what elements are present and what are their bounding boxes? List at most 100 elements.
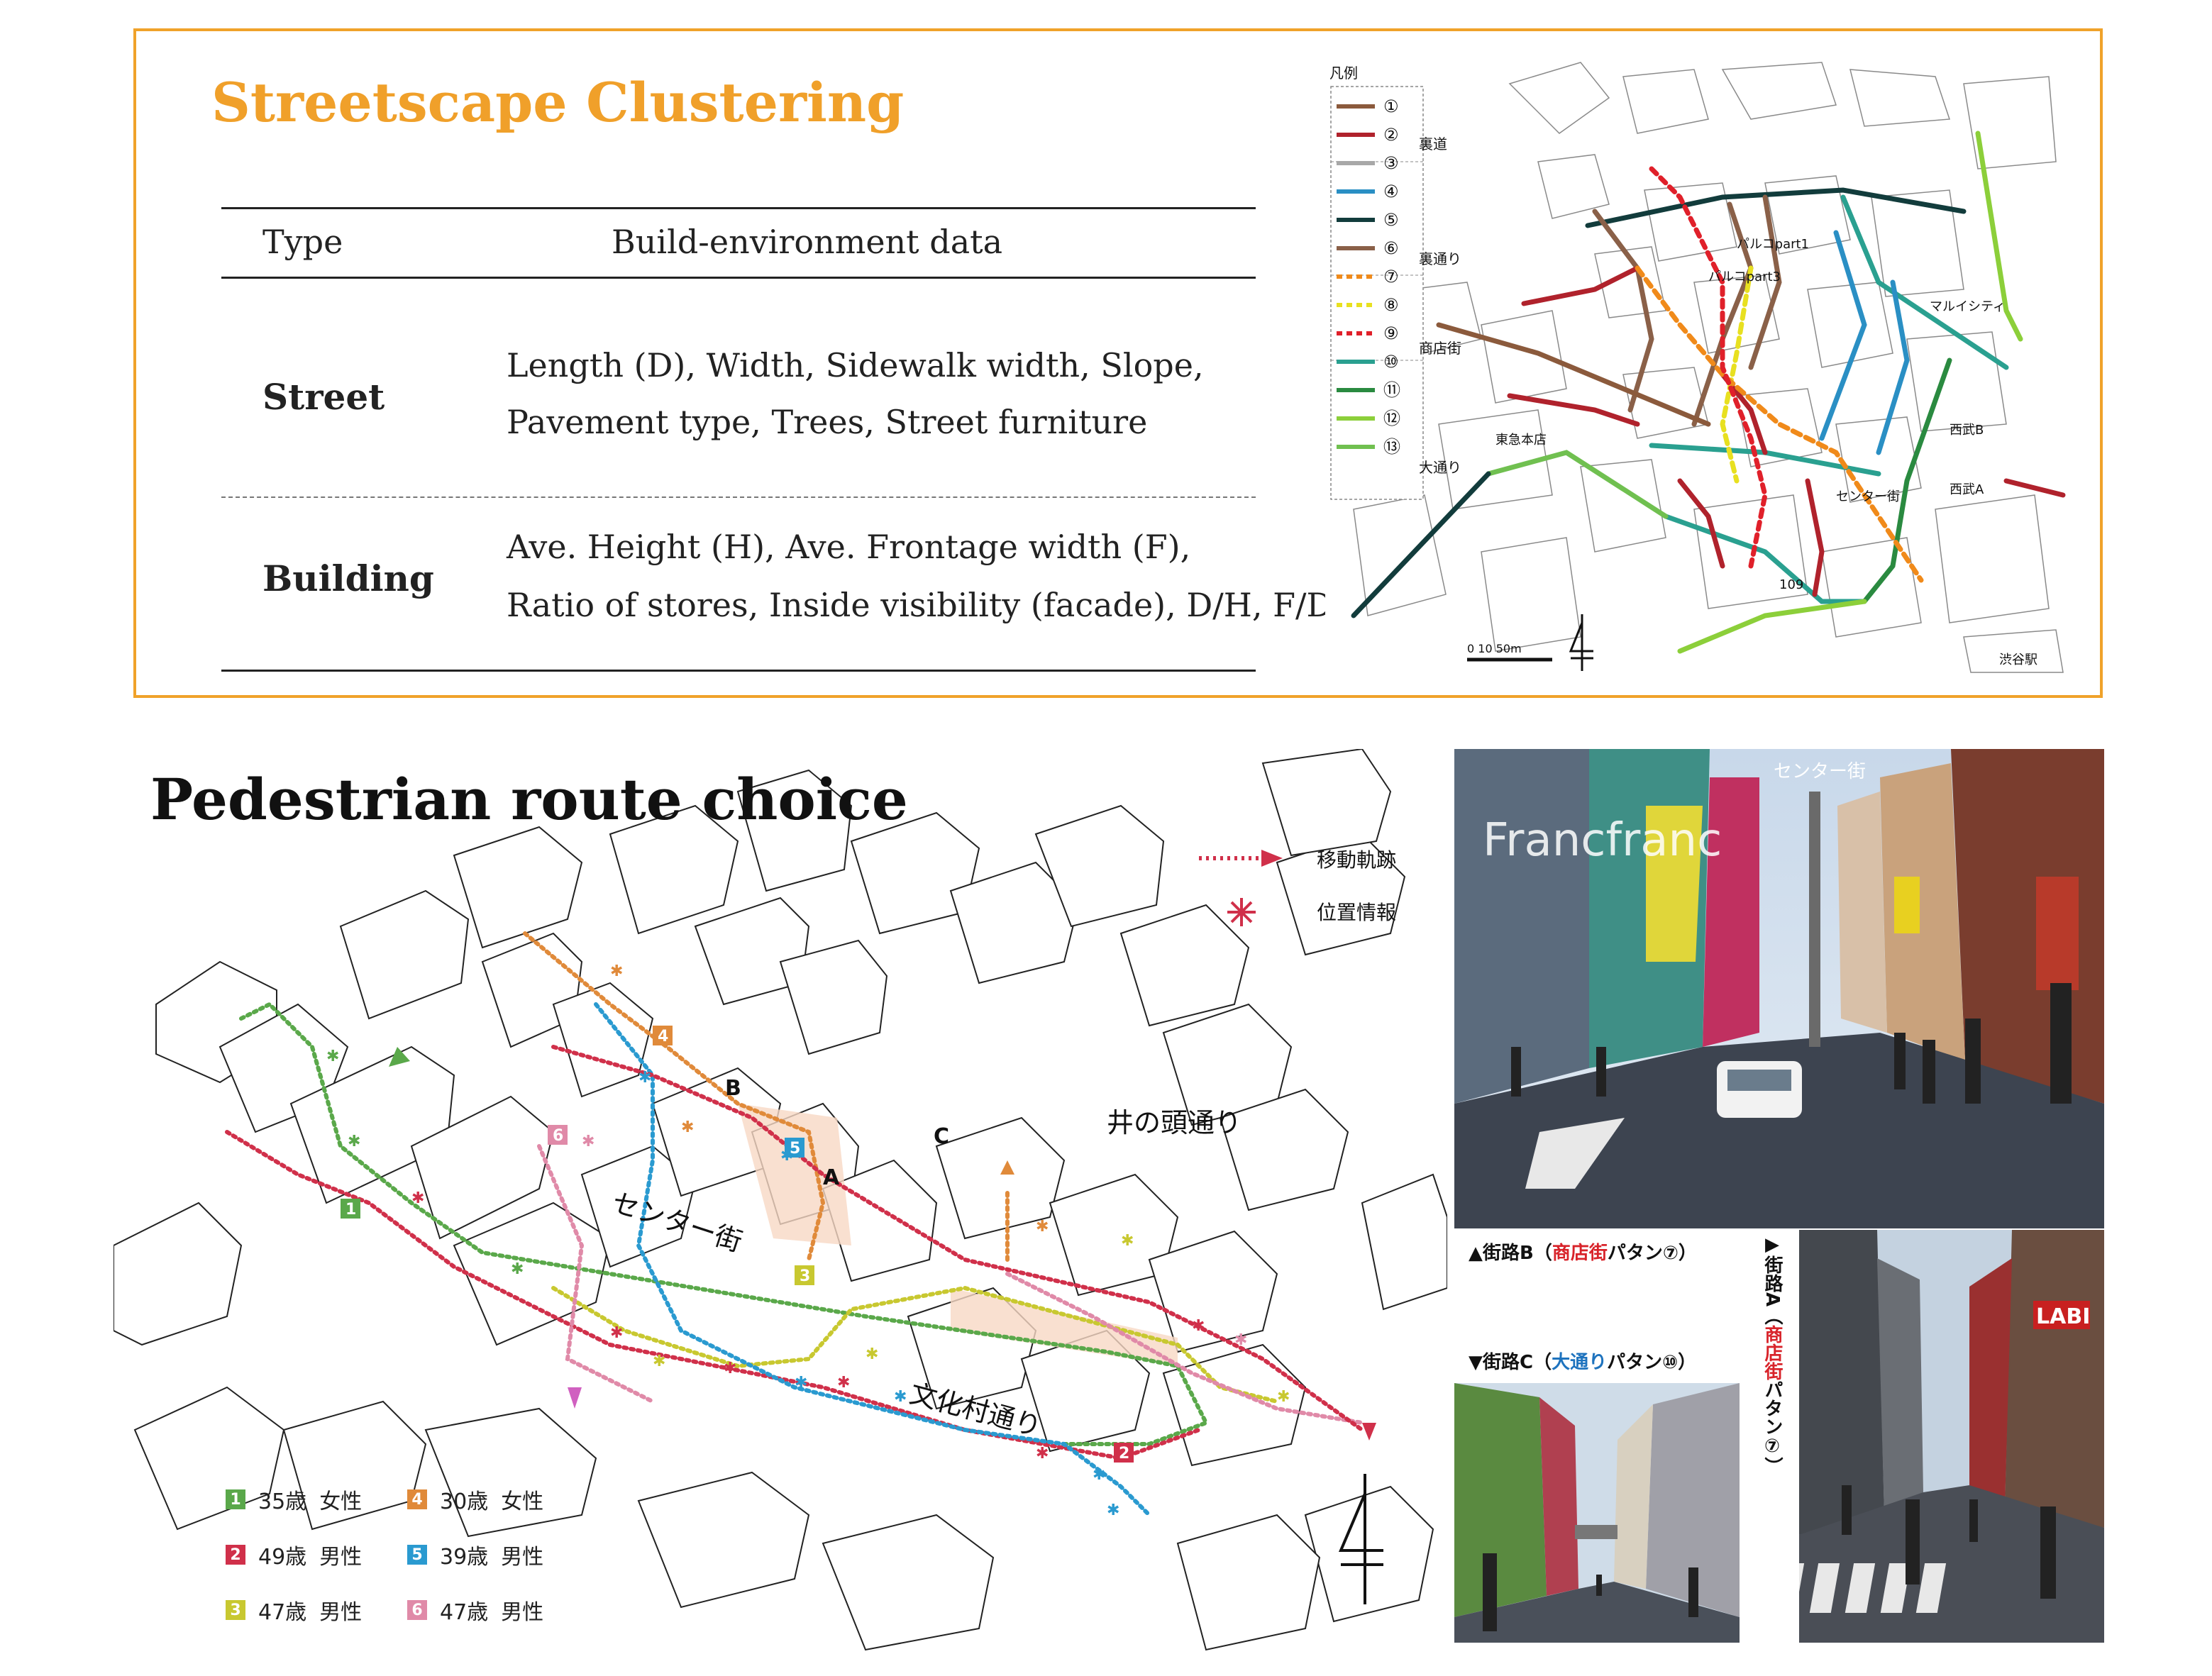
group-label-3: 商店街 xyxy=(1419,340,1461,357)
position-markers: ✱ ✱ ✱ ✱ ✱ ✱ ✱ ✱ ✱ ✱ ✱ ✱ ✱ ✱ ✱ ✱ ✱ ✱ ✱ ✱ … xyxy=(326,962,1290,1519)
svg-text:✱: ✱ xyxy=(326,1048,339,1065)
building-footprints xyxy=(1353,62,2064,673)
legend-title: 凡例 xyxy=(1329,65,1358,82)
row-street-type: Street xyxy=(262,376,385,418)
legend-num-11: ⑪ xyxy=(1383,380,1400,400)
svg-text:✱: ✱ xyxy=(724,1360,736,1377)
svg-text:✱: ✱ xyxy=(681,1119,694,1136)
place-marui: マルイシティ xyxy=(1930,299,2006,314)
cluster-streets xyxy=(1351,131,2066,654)
table-header-rule xyxy=(221,277,1256,279)
legend-num-2: ② xyxy=(1383,125,1399,145)
pedestrian-route-map: ✱ ✱ ✱ ✱ ✱ ✱ ✱ ✱ ✱ ✱ ✱ ✱ ✱ ✱ ✱ ✱ ✱ ✱ ✱ ✱ … xyxy=(114,749,1447,1651)
subject-3: 3 47歳 男性 xyxy=(226,1594,362,1626)
svg-text:✱: ✱ xyxy=(1277,1388,1290,1406)
svg-text:✱: ✱ xyxy=(894,1388,907,1406)
svg-text:6: 6 xyxy=(553,1127,563,1145)
building-blocks xyxy=(114,749,1447,1651)
north-arrow-icon-2 xyxy=(1338,1474,1383,1604)
route-badges: 1 2 3 4 5 6 xyxy=(341,1026,1134,1463)
subject-2: 2 49歳 男性 xyxy=(226,1539,362,1570)
sign-francfranc: Francfranc xyxy=(1483,814,1722,867)
place-center-gai: センター街 xyxy=(1836,489,1900,504)
svg-text:✱: ✱ xyxy=(795,1374,807,1392)
subject-6: 6 47歳 男性 xyxy=(407,1594,543,1626)
svg-text:✱: ✱ xyxy=(866,1345,878,1363)
legend-num-13: ⑬ xyxy=(1383,437,1400,457)
subject-1: 1 35歳 女性 xyxy=(226,1484,362,1515)
svg-text:✱: ✱ xyxy=(610,1324,623,1342)
place-seibu-a: 西武A xyxy=(1950,482,1984,497)
legend-num-6: ⑥ xyxy=(1383,238,1399,258)
photo-street-c xyxy=(1454,1383,1740,1643)
row-street-line2: Pavement type, Trees, Street furniture xyxy=(507,403,1148,441)
subject-5: 5 39歳 男性 xyxy=(407,1539,543,1570)
group-label-2: 裏通り xyxy=(1419,250,1461,267)
row-street-line1: Length (D), Width, Sidewalk width, Slope… xyxy=(507,346,1204,384)
svg-text:✱: ✱ xyxy=(653,1353,665,1370)
sign-labi: LABI xyxy=(2036,1304,2090,1329)
svg-text:✱: ✱ xyxy=(582,1133,595,1150)
point-b: B xyxy=(725,1076,741,1101)
svg-text:✱: ✱ xyxy=(1234,1331,1247,1349)
row-building-line2: Ratio of stores, Inside visibility (faca… xyxy=(507,586,1333,624)
place-seibu-b: 西武B xyxy=(1950,423,1984,438)
svg-text:✱: ✱ xyxy=(1121,1232,1134,1250)
legend-num-4: ④ xyxy=(1383,182,1399,201)
legend-num-5: ⑤ xyxy=(1383,210,1399,230)
place-shibuya-station: 渋谷駅 xyxy=(1999,653,2037,667)
streetscape-title: Streetscape Clustering xyxy=(211,71,905,134)
svg-text:✱: ✱ xyxy=(1107,1502,1119,1519)
svg-text:✱: ✱ xyxy=(1036,1218,1049,1236)
svg-text:3: 3 xyxy=(800,1267,810,1285)
caption-street-b: ▲街路B（商店街パタン⑦） xyxy=(1469,1243,1697,1264)
scale-bar: 0 10 50m xyxy=(1467,642,1552,662)
legend-num-8: ⑧ xyxy=(1383,295,1399,315)
sign-center-gai: センター街 xyxy=(1774,761,1866,782)
svg-text:✱: ✱ xyxy=(1192,1317,1205,1335)
legend-num-7: ⑦ xyxy=(1383,267,1399,287)
svg-text:✱: ✱ xyxy=(638,1069,651,1087)
svg-text:✱: ✱ xyxy=(511,1260,524,1278)
caption-street-a: ▶街路A（商店街パタン⑦） xyxy=(1762,1234,1783,1476)
svg-text:✱: ✱ xyxy=(610,962,623,980)
place-parco3: パルコpart3 xyxy=(1708,270,1781,284)
svg-text:✱: ✱ xyxy=(411,1189,424,1207)
table-bottom-rule xyxy=(221,670,1256,672)
legend-num-10: ⑩ xyxy=(1383,352,1399,372)
svg-text:2: 2 xyxy=(1119,1445,1129,1463)
point-a: A xyxy=(823,1165,840,1190)
legend-num-3: ③ xyxy=(1383,153,1399,173)
svg-text:✱: ✱ xyxy=(1036,1445,1049,1463)
place-109: 109 xyxy=(1779,577,1803,592)
legend-position-label: 位置情報 xyxy=(1317,901,1396,924)
svg-text:4: 4 xyxy=(658,1028,668,1045)
table-row-divider xyxy=(221,496,1256,498)
place-tokyu: 東急本店 xyxy=(1495,433,1547,448)
label-inokashira: 井の頭通り xyxy=(1107,1107,1242,1138)
svg-text:✱: ✱ xyxy=(348,1133,360,1150)
row-building-type: Building xyxy=(262,557,434,599)
pedestrian-title: Pedestrian route choice xyxy=(150,766,908,833)
caption-street-c: ▼街路C（大通りパタン⑩） xyxy=(1469,1352,1697,1373)
point-c: C xyxy=(934,1124,949,1149)
street-cluster-map: ① ② ③ ④ ⑤ ⑥ ⑦ ⑧ ⑨ ⑩ ⑪ ⑫ ⑬ 凡例 裏道 裏通り 商店街 大通り パルコpart1… xyxy=(1325,55,2069,678)
svg-text:1: 1 xyxy=(345,1201,356,1219)
cluster-legend: ① ② ③ ④ ⑤ ⑥ ⑦ ⑧ ⑨ ⑩ ⑪ ⑫ ⑬ xyxy=(1330,86,1424,500)
north-arrow-icon xyxy=(1569,614,1593,671)
map-legend: 移動軌跡 位置情報 xyxy=(1199,848,1396,926)
svg-text:5: 5 xyxy=(790,1140,800,1158)
subject-4: 4 30歳 女性 xyxy=(407,1484,543,1515)
row-building-line1: Ave. Height (H), Ave. Frontage width (F)… xyxy=(507,528,1191,566)
group-label-1: 裏道 xyxy=(1419,135,1447,152)
svg-text:0 10 50m: 0 10 50m xyxy=(1467,642,1522,655)
header-data: Build-environment data xyxy=(612,223,1003,261)
position-icon xyxy=(1227,898,1256,926)
routes xyxy=(225,931,1364,1517)
legend-track-label: 移動軌跡 xyxy=(1317,848,1396,872)
legend-num-1: ① xyxy=(1383,96,1399,116)
photo-street-b: Francfranc センター街 xyxy=(1454,749,2104,1228)
header-type: Type xyxy=(262,223,343,261)
svg-text:✱: ✱ xyxy=(1093,1466,1105,1484)
svg-text:✱: ✱ xyxy=(837,1374,850,1392)
